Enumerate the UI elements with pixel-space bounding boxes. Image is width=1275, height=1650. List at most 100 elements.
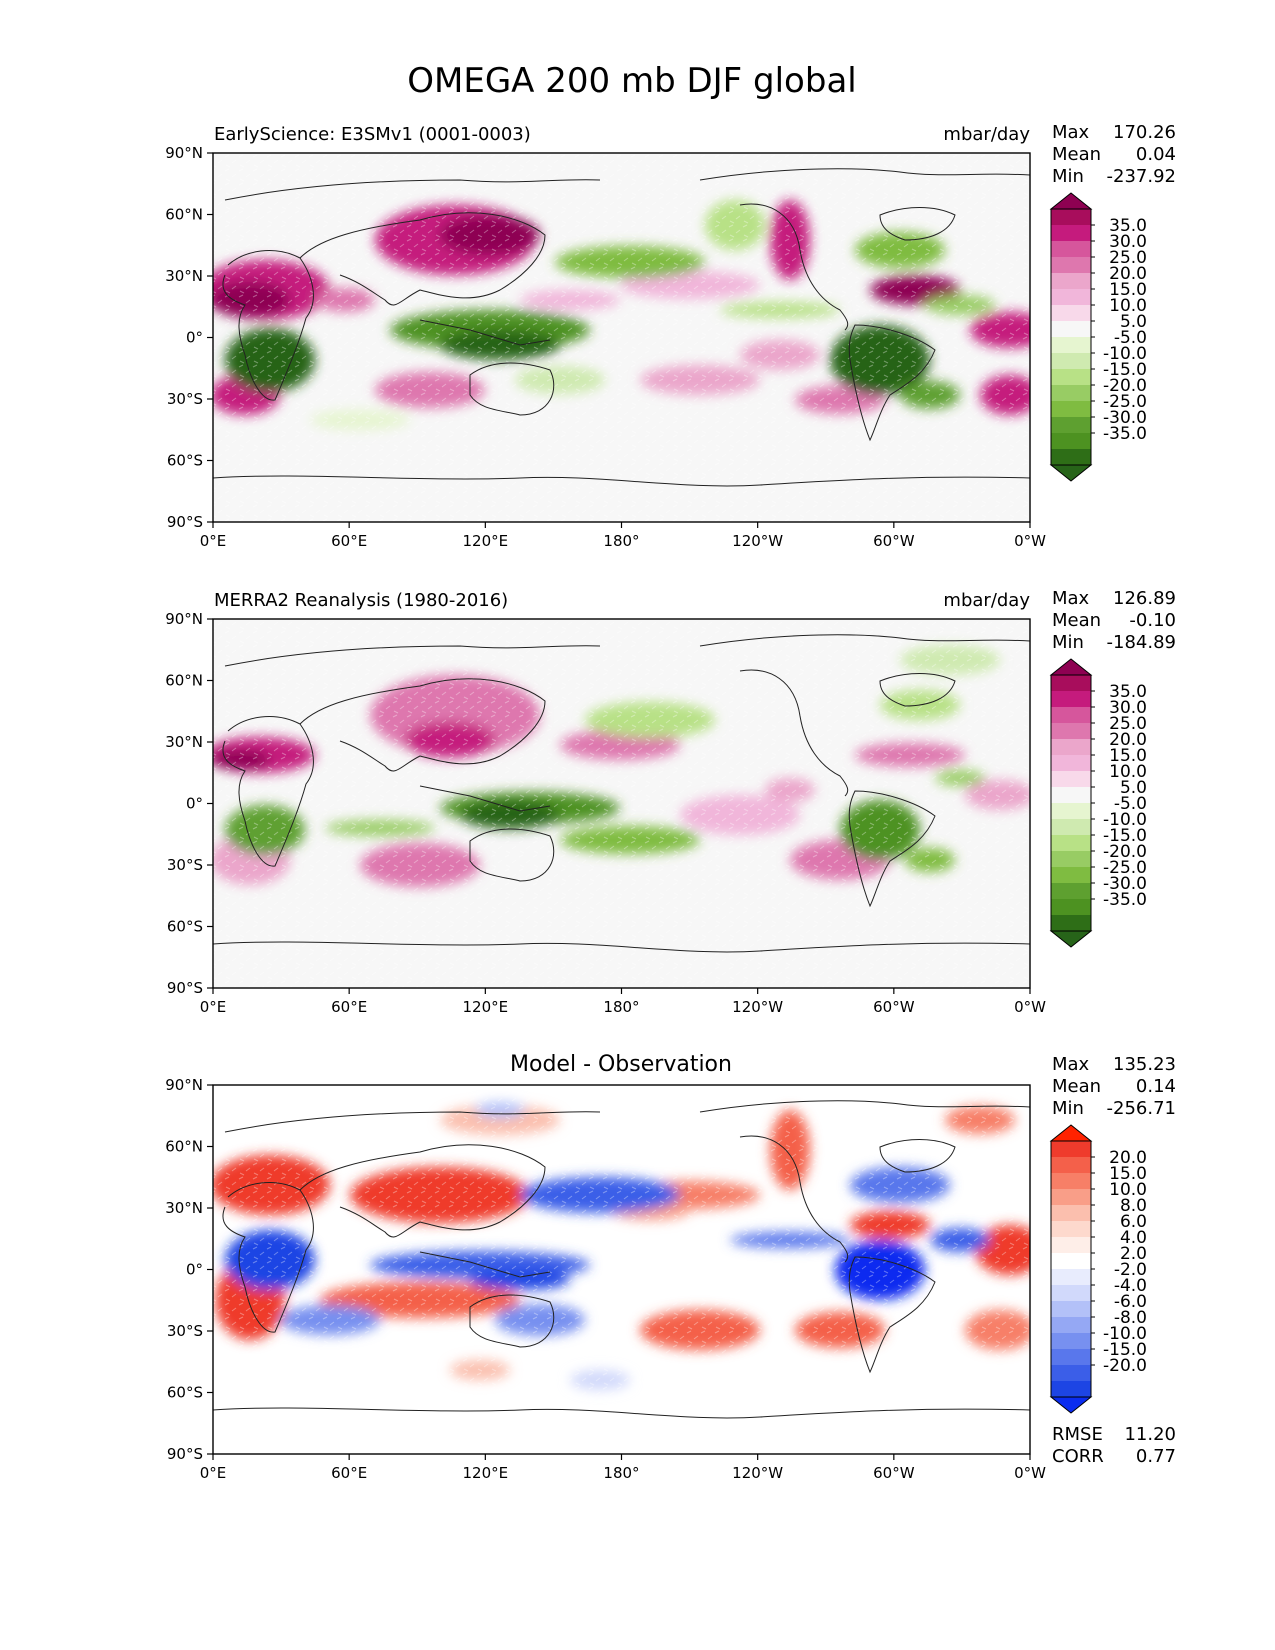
colorbar-bin <box>1051 369 1091 386</box>
stat-mean-value: 0.14 <box>1136 1076 1176 1097</box>
colorbar-extend-bottom <box>1049 464 1093 482</box>
colorbar-label: 30.0 <box>1109 232 1147 252</box>
y-tick-label: 0° <box>186 795 203 813</box>
colorbar-bin <box>1051 1189 1091 1206</box>
colorbar-label: -30.0 <box>1103 874 1147 894</box>
colorbar-label: -35.0 <box>1103 890 1147 910</box>
colorbar-bin <box>1051 449 1091 466</box>
stat-mean-value: 0.04 <box>1136 144 1176 165</box>
x-tick-label: 60°W <box>873 532 915 550</box>
colorbar-bin <box>1051 353 1091 370</box>
colorbar-extend-bottom <box>1049 930 1093 948</box>
x-tick-label: 0°E <box>200 532 227 550</box>
panel-model-units: mbar/day <box>943 124 1030 145</box>
x-tick-label: 180° <box>603 998 639 1016</box>
colorbar-extend-top <box>1049 658 1093 676</box>
panel-obs: MERRA2 Reanalysis (1980-2016) mbar/day <box>165 590 1046 1016</box>
colorbar-bin <box>1051 723 1091 740</box>
stat-mean-label: Mean <box>1052 144 1101 165</box>
colorbar-label: 6.0 <box>1120 1212 1147 1232</box>
x-tick-label: 180° <box>603 1464 639 1482</box>
colorbar-bin <box>1051 257 1091 274</box>
y-tick-label: 90°S <box>167 513 203 531</box>
y-tick-label: 0° <box>186 329 203 347</box>
colorbar-bin <box>1051 1381 1091 1398</box>
colorbar-label: -4.0 <box>1114 1276 1147 1296</box>
panel-model-map <box>213 153 1030 522</box>
colorbar-bin <box>1051 417 1091 434</box>
panel-diff-ticks: 0°E 60°E 120°E 180° 120°W 60°W 0°W 90°N 60°N 30°N… <box>165 1076 1046 1482</box>
colorbar-bin <box>1051 755 1091 772</box>
colorbar-bin <box>1051 1333 1091 1350</box>
colorbar-label: 20.0 <box>1109 1148 1147 1168</box>
stat-max-value: 170.26 <box>1113 122 1176 143</box>
colorbar-label: 15.0 <box>1109 746 1147 766</box>
colorbar-label: -10.0 <box>1103 1324 1147 1344</box>
figure-title: OMEGA 200 mb DJF global <box>407 61 856 101</box>
colorbar-label: 25.0 <box>1109 248 1147 268</box>
panel-obs-title: MERRA2 Reanalysis (1980-2016) <box>214 590 508 611</box>
stat-max-label: Max <box>1052 588 1090 609</box>
colorbar-label: -20.0 <box>1103 376 1147 396</box>
x-tick-label: 60°E <box>331 532 367 550</box>
y-tick-label: 60°N <box>165 1138 203 1156</box>
y-tick-label: 60°N <box>165 672 203 690</box>
y-tick-label: 60°S <box>167 1384 203 1402</box>
colorbar-label: -30.0 <box>1103 408 1147 428</box>
colorbar-bin <box>1051 1349 1091 1366</box>
colorbar-label: -20.0 <box>1103 842 1147 862</box>
colorbar-bin <box>1051 691 1091 708</box>
y-tick-label: 90°S <box>167 1445 203 1463</box>
colorbar-bin <box>1051 225 1091 242</box>
colorbar-bin <box>1051 1285 1091 1302</box>
colorbar-bin <box>1051 675 1091 692</box>
colorbar-bin <box>1051 771 1091 788</box>
stat-corr-label: CORR <box>1052 1446 1104 1467</box>
colorbar-bin <box>1051 401 1091 418</box>
colorbar-label: 25.0 <box>1109 714 1147 734</box>
stat-max-label: Max <box>1052 1054 1090 1075</box>
colorbar-bin <box>1051 385 1091 402</box>
colorbar-bin <box>1051 241 1091 258</box>
x-tick-label: 60°E <box>331 998 367 1016</box>
colorbar-bin <box>1051 209 1091 226</box>
colorbar-label: 15.0 <box>1109 1164 1147 1184</box>
colorbar-label: 10.0 <box>1109 1180 1147 1200</box>
panel-model-ticks: 0°E 60°E 120°E 180° 120°W 60°W 0°W 90°N 60°N 30°N… <box>165 144 1046 550</box>
y-tick-label: 30°N <box>165 733 203 751</box>
panel-obs-map <box>213 619 1030 988</box>
panel-model: EarlyScience: E3SMv1 (0001-0003) mbar/da… <box>165 124 1046 550</box>
x-tick-label: 0°W <box>1014 532 1046 550</box>
colorbar-label: 10.0 <box>1109 762 1147 782</box>
stat-rmse-value: 11.20 <box>1124 1424 1176 1445</box>
panel-diff-map <box>213 1085 1030 1454</box>
colorbar-bin <box>1051 305 1091 322</box>
y-tick-label: 30°S <box>167 390 203 408</box>
colorbar-bin <box>1051 899 1091 916</box>
colorbar-label: 20.0 <box>1109 264 1147 284</box>
colorbar-bin <box>1051 883 1091 900</box>
colorbar-bin <box>1051 1173 1091 1190</box>
stat-min-label: Min <box>1052 166 1084 187</box>
colorbar-bin <box>1051 1237 1091 1254</box>
colorbar-bin <box>1051 1141 1091 1158</box>
colorbar-bin <box>1051 915 1091 932</box>
stat-min-label: Min <box>1052 1098 1084 1119</box>
colorbar-extend-bottom <box>1049 1396 1093 1414</box>
colorbar-label: 30.0 <box>1109 698 1147 718</box>
stat-mean-label: Mean <box>1052 1076 1101 1097</box>
panel-diff: Model - Observation <box>165 1052 1046 1482</box>
coastlines <box>213 1100 1030 1419</box>
x-tick-label: 120°E <box>463 998 509 1016</box>
stat-min-label: Min <box>1052 632 1084 653</box>
colorbar-bin <box>1051 835 1091 852</box>
colorbar-bin <box>1051 787 1091 804</box>
stat-max-value: 126.89 <box>1113 588 1176 609</box>
panel-2-side: Max 135.23 Mean 0.14 Min -256.71 RMSE 11.20 CORR… <box>1049 1054 1176 1467</box>
stat-max-label: Max <box>1052 122 1090 143</box>
colorbar-bin <box>1051 1221 1091 1238</box>
colorbar-label: -10.0 <box>1103 810 1147 830</box>
x-tick-label: 0°E <box>200 1464 227 1482</box>
panel-0-side: Max 170.26 Mean 0.04 Min -237.92 35.030.025.02… <box>1049 122 1176 482</box>
